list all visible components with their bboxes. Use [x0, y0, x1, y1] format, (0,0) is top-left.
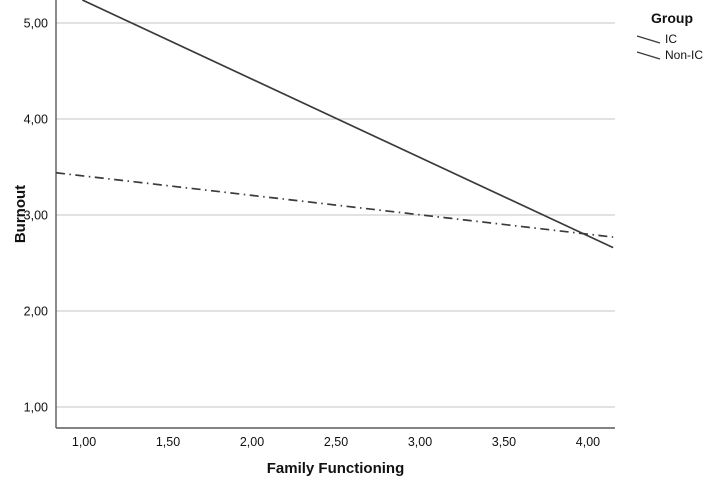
non-ic-line — [55, 171, 614, 238]
ic-line — [82, 0, 614, 249]
x-tick-label-4: 4,00 — [576, 435, 600, 449]
legend-entry-non-ic: Non-IC — [636, 47, 708, 63]
y-tick-label-2: 2,00 — [24, 304, 48, 318]
y-tick-label-5: 5,00 — [24, 17, 48, 31]
x-tick-label-1: 1,00 — [72, 435, 96, 449]
legend-label-non-ic: Non-IC — [665, 48, 704, 62]
non-ic-line-sample-icon — [636, 51, 661, 60]
legend: Group IC Non-IC — [636, 10, 708, 63]
x-tick-label-3: 3,00 — [408, 435, 432, 449]
y-tick-label-3: 3,00 — [24, 209, 48, 223]
legend-label-ic: IC — [665, 32, 677, 46]
x-tick-label-3.5: 3,50 — [492, 435, 516, 449]
legend-entry-ic: IC — [636, 31, 708, 47]
x-tick-label-1.5: 1,50 — [156, 435, 180, 449]
x-tick-label-2.5: 2,50 — [324, 435, 348, 449]
y-tick-label-4: 4,00 — [24, 113, 48, 127]
x-axis-title: Family Functioning — [267, 460, 405, 477]
ic-line-sample-icon — [636, 35, 661, 44]
y-tick-label-1: 1,00 — [24, 400, 48, 414]
x-tick-label-2: 2,00 — [240, 435, 264, 449]
legend-title: Group — [651, 10, 693, 26]
y-axis-title: Burnout — [12, 185, 29, 243]
